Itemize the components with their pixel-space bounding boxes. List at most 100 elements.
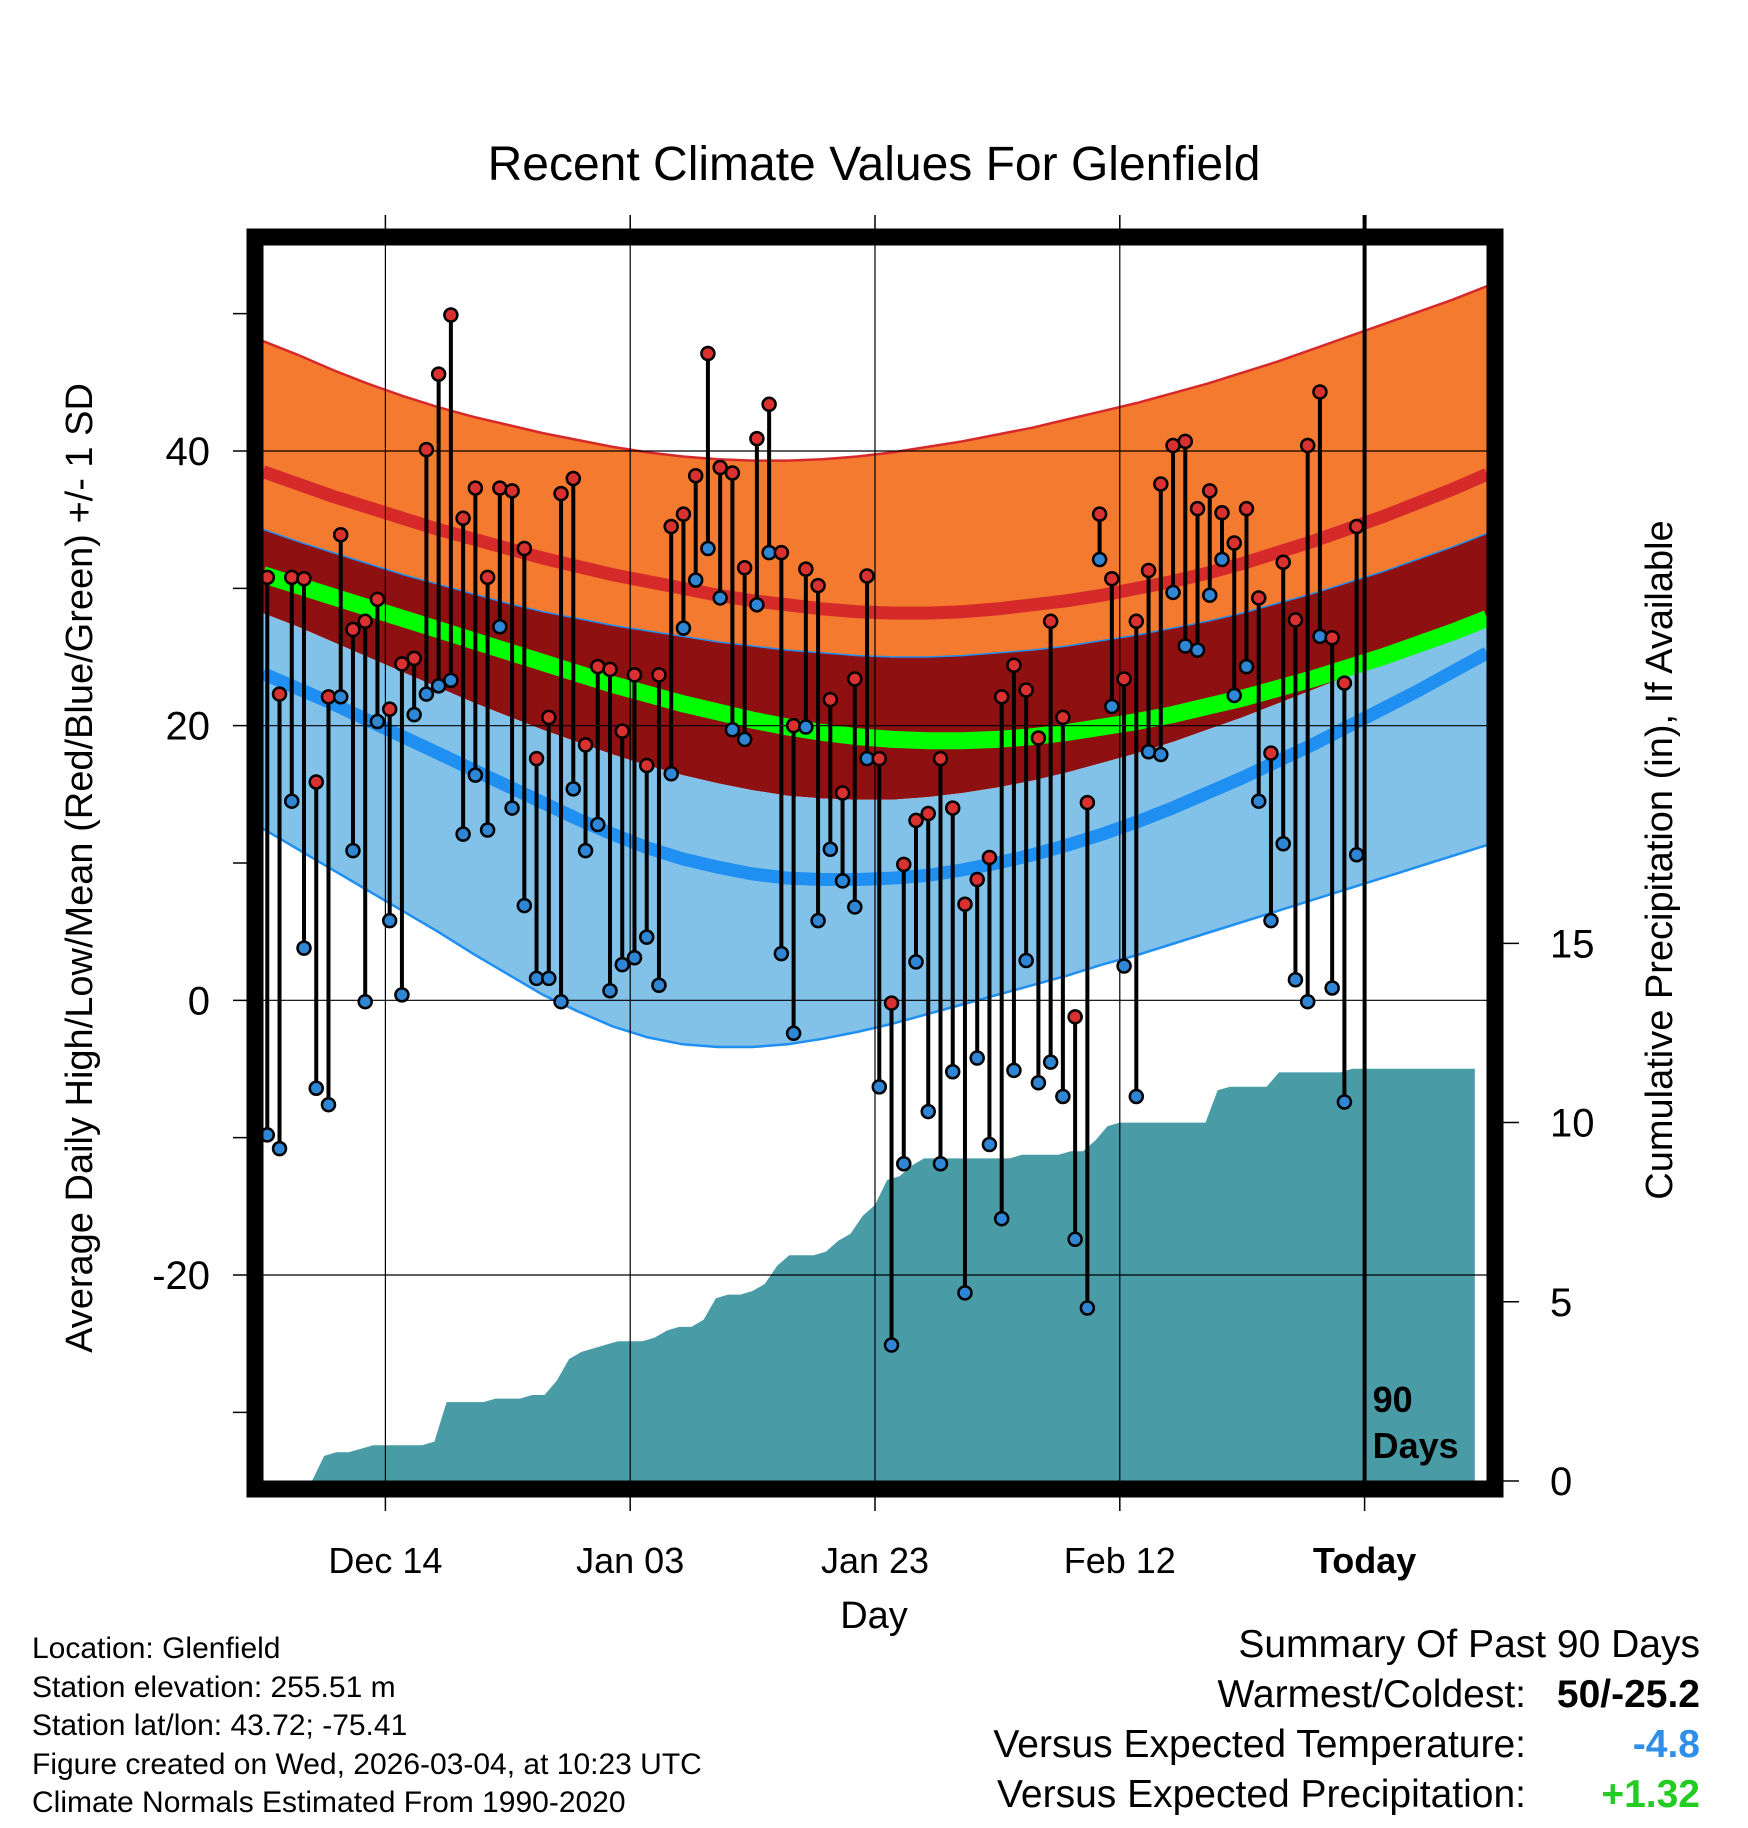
daily-high-point <box>1324 630 1340 646</box>
daily-low-point <box>663 765 679 782</box>
daily-low-point <box>492 619 508 635</box>
daily-low-point <box>749 597 765 613</box>
daily-high-point <box>1079 794 1096 811</box>
daily-high-point <box>394 656 410 672</box>
daily-low-point <box>847 899 863 915</box>
daily-low-point <box>1226 687 1242 704</box>
daily-low-point <box>712 590 728 606</box>
daily-high-point <box>590 658 606 675</box>
daily-high-point <box>284 569 300 586</box>
x-tick-label: Dec 14 <box>328 1540 442 1581</box>
daily-high-point <box>675 506 692 522</box>
daily-low-point <box>1250 793 1267 809</box>
daily-low-point <box>687 572 704 588</box>
elevation-text: Station elevation: 255.51 m <box>32 1670 396 1704</box>
daily-low-point <box>320 1096 337 1113</box>
daily-low-point <box>271 1140 288 1157</box>
daily-high-point <box>1030 730 1047 746</box>
daily-low-point <box>896 1156 912 1172</box>
temp-value: -4.8 <box>1632 1723 1700 1766</box>
daily-high-point <box>1140 562 1157 579</box>
daily-low-point <box>1287 971 1304 988</box>
y2-tick-label: 5 <box>1550 1281 1572 1325</box>
daily-low-point <box>381 912 398 929</box>
daily-high-point <box>1006 657 1022 673</box>
daily-low-point <box>920 1103 936 1120</box>
daily-low-point <box>1055 1088 1071 1105</box>
daily-low-point <box>773 945 790 962</box>
daily-low-point <box>1214 551 1230 568</box>
daily-high-point <box>981 849 998 866</box>
daily-low-point <box>1275 836 1291 852</box>
daily-high-point <box>1202 483 1218 499</box>
daily-high-point <box>1348 518 1365 535</box>
daily-low-point <box>957 1285 973 1301</box>
daily-high-point <box>357 613 373 630</box>
summary-precip-row: Versus Expected Precipitation: +1.32 <box>993 1770 1700 1820</box>
latlon-text: Station lat/lon: 43.72; -75.41 <box>32 1709 408 1742</box>
daily-low-point <box>932 1156 949 1172</box>
daily-high-point <box>687 467 704 484</box>
warmest-value: 50/-25.2 <box>1556 1673 1700 1716</box>
daily-low-point <box>1018 952 1034 969</box>
daily-low-point <box>834 873 851 889</box>
created-text: Figure created on Wed, 2026-03-04, at 10… <box>32 1747 702 1781</box>
daily-high-point <box>443 307 459 323</box>
daily-high-point <box>785 717 802 734</box>
daily-high-point <box>1287 612 1304 628</box>
warmest-label: Warmest/Coldest: <box>1217 1673 1526 1716</box>
daily-high-point <box>541 709 557 726</box>
daily-low-point <box>590 816 606 833</box>
daily-low-point <box>1140 744 1157 760</box>
daily-high-point <box>871 750 888 767</box>
daily-high-point <box>1263 745 1279 761</box>
daily-high-point <box>1275 554 1291 570</box>
y-tick-label: 40 <box>166 430 211 474</box>
daily-high-point <box>712 459 728 476</box>
daily-high-point <box>1042 613 1059 630</box>
y-tick-label: 20 <box>166 705 211 749</box>
location-text: Location: Glenfield <box>32 1632 281 1665</box>
daily-high-point <box>516 540 533 557</box>
daily-low-point <box>651 977 667 993</box>
daily-low-point <box>602 982 618 999</box>
daily-high-point <box>798 561 814 577</box>
y2-axis-label: Cumulative Precipitation (in), If Availa… <box>1639 520 1681 1199</box>
daily-high-point <box>957 896 973 912</box>
daily-high-point <box>565 470 582 487</box>
daily-high-point <box>700 345 716 362</box>
today-days-label: Days <box>1373 1425 1459 1466</box>
x-tick-label: Jan 23 <box>821 1540 929 1581</box>
daily-high-point <box>345 621 361 638</box>
plot-area: Dec 14 Jan 03 Jan 23 Feb 12 Today -20 0 20 40 0 5 1… <box>152 215 1595 1581</box>
daily-high-point <box>381 701 398 717</box>
daily-high-point <box>1299 437 1316 454</box>
daily-high-point <box>553 485 569 502</box>
daily-high-point <box>602 661 618 678</box>
daily-low-point <box>1336 1094 1353 1110</box>
daily-high-point <box>883 995 900 1011</box>
daily-low-point <box>1116 958 1132 974</box>
daily-low-point <box>1165 584 1181 601</box>
daily-low-point <box>541 970 557 987</box>
daily-low-point <box>479 822 496 838</box>
daily-low-point <box>516 897 533 914</box>
daily-low-point <box>810 912 826 929</box>
daily-low-point <box>1348 847 1365 863</box>
daily-low-point <box>577 842 594 859</box>
daily-low-point <box>724 722 741 738</box>
daily-high-point <box>908 812 924 829</box>
daily-high-point <box>1189 500 1206 517</box>
daily-high-point <box>651 667 667 683</box>
daily-low-point <box>1324 980 1340 996</box>
daily-high-point <box>492 480 508 496</box>
daily-low-point <box>1299 993 1316 1010</box>
daily-high-point <box>296 570 312 587</box>
daily-low-point <box>455 826 471 842</box>
daily-high-point <box>859 568 875 584</box>
daily-low-point <box>626 950 643 966</box>
daily-low-point <box>443 672 459 689</box>
daily-high-point <box>614 723 630 739</box>
daily-low-point <box>736 731 753 748</box>
